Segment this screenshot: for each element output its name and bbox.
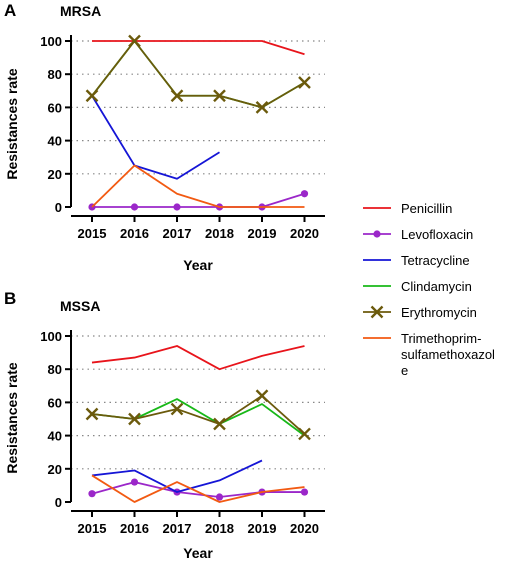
panel-b-xtick-label: 2019 <box>248 521 277 536</box>
panel-a-series-trimethoprim-sulfamethoxazole <box>91 164 305 208</box>
panel-b-point-erythromycin <box>298 427 311 441</box>
legend-label: Levofloxacin <box>401 227 473 242</box>
panel-a-series-levofloxacin <box>92 192 305 208</box>
panel-a-ticks: 0 20 40 60 80 100 2015 2016 2017 2018 2019 2020 <box>40 34 325 241</box>
legend-item-clindamycin: Clindamycin <box>363 279 472 294</box>
panel-a-xtick-label: 2015 <box>78 226 107 241</box>
panel-b-point-erythromycin <box>170 402 184 416</box>
panel-b-point-levofloxacin <box>130 478 139 486</box>
panel-b-ytick-label: 100 <box>40 329 62 344</box>
legend-item-levofloxacin: Levofloxacin <box>363 227 473 242</box>
panel-a-series-penicillin <box>92 40 305 56</box>
legend-label: sulfamethoxazol <box>401 347 495 362</box>
panel-a-point-erythromycin <box>128 34 141 48</box>
panel-a-xtick-label: 2016 <box>120 226 149 241</box>
panel-b: B MSSA Resistances rate Year 0 20 40 60 80 10… <box>4 289 325 561</box>
panel-b-xtick-label: 2015 <box>78 521 107 536</box>
panel-b-series-trimethoprim-sulfamethoxazole <box>91 474 305 503</box>
panel-a-xtick-label: 2019 <box>248 226 277 241</box>
legend-marker <box>370 305 384 319</box>
legend-label: Trimethoprim- <box>401 331 481 346</box>
legend-label: e <box>401 363 408 378</box>
panel-b-point-erythromycin <box>255 389 269 403</box>
panel-b-series-tetracycline <box>91 459 263 493</box>
panel-b-title: MSSA <box>60 298 100 314</box>
legend-label: Tetracycline <box>401 253 470 268</box>
panel-b-xtick-label: 2020 <box>290 521 319 536</box>
panel-b-ytick-label: 80 <box>48 362 62 377</box>
panel-b-xlabel: Year <box>183 545 213 561</box>
panel-a-xtick-label: 2018 <box>205 226 234 241</box>
panel-a-title: MRSA <box>60 3 101 19</box>
panel-a-point-erythromycin <box>255 101 269 114</box>
panel-b-point-levofloxacin <box>88 490 96 498</box>
panel-a-ytick-label: 40 <box>48 134 62 149</box>
legend-label: Clindamycin <box>401 279 472 294</box>
panel-b-ylabel: Resistances rate <box>4 362 20 474</box>
panel-a-xtick-label: 2020 <box>290 226 319 241</box>
panel-b-xtick-label: 2016 <box>120 521 149 536</box>
panel-a-point-levofloxacin <box>300 190 309 198</box>
panel-a-ytick-label: 100 <box>40 34 62 49</box>
panel-a-point-erythromycin <box>298 76 311 89</box>
panel-a: A MRSA Resistances rate Year 0 20 40 60 80 10… <box>4 1 325 273</box>
panel-a-point-erythromycin <box>170 89 184 103</box>
legend-item-erythromycin: Erythromycin <box>363 305 477 320</box>
panel-b-point-levofloxacin <box>215 493 224 501</box>
panel-b-point-erythromycin <box>213 417 226 431</box>
panel-a-ylabel: Resistances rate <box>4 68 20 180</box>
legend-item-penicillin: Penicillin <box>363 201 452 216</box>
panel-a-point-levofloxacin <box>173 203 181 211</box>
panel-a-series <box>85 34 311 211</box>
legend-item-tetracycline: Tetracycline <box>363 253 470 268</box>
panel-a-xtick-label: 2017 <box>163 226 192 241</box>
panel-b-ticks: 0 20 40 60 80 100 2015 2016 2017 2018 2019 2020 <box>40 329 325 536</box>
panel-b-series-penicillin <box>91 345 305 371</box>
panel-b-point-erythromycin <box>128 412 141 426</box>
panel-a-xlabel: Year <box>183 257 213 273</box>
panel-a-gridlines <box>71 40 325 175</box>
panel-b-series <box>85 345 311 503</box>
legend-marker <box>373 230 381 238</box>
legend: Penicillin Levofloxacin Tetracycline Clinda… <box>363 201 495 378</box>
panel-b-xtick-label: 2017 <box>163 521 192 536</box>
panel-b-point-levofloxacin <box>300 488 309 496</box>
panel-a-ytick-label: 80 <box>48 67 62 82</box>
panel-a-point-erythromycin <box>85 89 99 103</box>
panel-b-ytick-label: 0 <box>55 495 62 510</box>
panel-b-ytick-label: 60 <box>48 395 62 410</box>
panel-a-point-erythromycin <box>213 89 226 103</box>
panel-a-series-erythromycin <box>91 40 305 109</box>
panel-label-b: B <box>4 289 16 308</box>
panel-a-ytick-label: 60 <box>48 100 62 115</box>
legend-label: Penicillin <box>401 201 452 216</box>
panel-a-series-tetracycline <box>91 95 220 180</box>
panel-a-point-levofloxacin <box>130 203 139 211</box>
panel-b-gridlines <box>71 335 325 470</box>
panel-b-ytick-label: 20 <box>48 462 62 477</box>
panel-label-a: A <box>4 1 16 20</box>
panel-a-ytick-label: 0 <box>55 200 62 215</box>
panel-b-ytick-label: 40 <box>48 429 62 444</box>
panel-b-series-erythromycin <box>91 394 306 435</box>
panel-b-point-erythromycin <box>85 407 99 421</box>
panel-a-ytick-label: 20 <box>48 167 62 182</box>
panel-b-xtick-label: 2018 <box>205 521 234 536</box>
legend-label: Erythromycin <box>401 305 477 320</box>
